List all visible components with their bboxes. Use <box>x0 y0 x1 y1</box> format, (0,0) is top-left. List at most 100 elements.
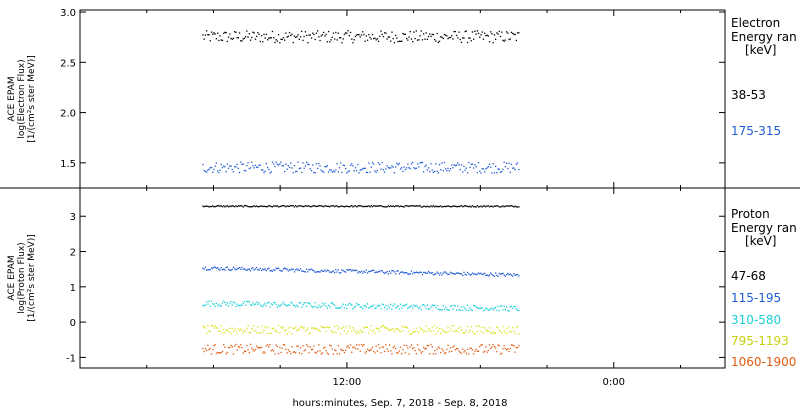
data-point-proton-4-173 <box>413 346 415 349</box>
data-point-proton-0-242 <box>497 205 499 207</box>
data-point-proton-4-36 <box>246 344 248 347</box>
data-point-electron-0-121 <box>349 31 352 34</box>
data-point-electron-1-231 <box>484 171 486 173</box>
proton-legend-title: Proton Energy ran [keV] <box>731 207 797 248</box>
data-point-proton-2-67 <box>284 303 286 305</box>
data-point-proton-2-130 <box>360 306 363 308</box>
data-point-proton-2-73 <box>291 302 293 304</box>
data-point-proton-0-0 <box>202 205 204 207</box>
data-point-proton-4-70 <box>287 349 289 351</box>
data-point-proton-1-249 <box>506 274 508 276</box>
data-point-electron-1-165 <box>403 166 405 168</box>
data-point-electron-0-211 <box>459 38 461 41</box>
data-point-proton-0-24 <box>231 205 233 207</box>
data-point-proton-1-46 <box>258 269 260 271</box>
data-point-proton-2-1 <box>203 305 205 307</box>
data-point-proton-4-242 <box>497 344 499 346</box>
data-point-electron-1-33 <box>242 163 244 165</box>
data-point-proton-1-27 <box>235 269 237 271</box>
data-point-electron-1-206 <box>453 164 455 166</box>
data-point-proton-2-113 <box>340 307 342 309</box>
data-point-electron-0-221 <box>471 31 474 33</box>
data-point-proton-4-213 <box>462 348 464 350</box>
data-point-proton-2-82 <box>302 304 304 306</box>
data-point-proton-3-61 <box>276 331 278 334</box>
data-point-proton-0-134 <box>365 205 367 208</box>
data-point-electron-0-49 <box>262 41 264 43</box>
data-point-electron-0-36 <box>246 30 248 32</box>
data-point-proton-4-215 <box>464 350 466 352</box>
data-point-proton-2-108 <box>334 304 336 306</box>
data-point-proton-0-147 <box>381 205 383 208</box>
data-point-proton-2-216 <box>465 309 467 311</box>
data-point-proton-0-131 <box>362 205 364 208</box>
data-point-proton-1-15 <box>220 267 222 269</box>
data-point-proton-3-103 <box>327 327 330 329</box>
data-point-proton-3-185 <box>427 328 430 330</box>
data-point-proton-2-64 <box>280 304 282 306</box>
data-point-electron-0-84 <box>304 31 307 33</box>
data-point-proton-4-192 <box>436 348 438 350</box>
data-point-proton-2-119 <box>347 304 349 306</box>
data-point-proton-0-214 <box>463 205 465 207</box>
data-point-proton-3-240 <box>495 332 497 334</box>
data-point-proton-0-80 <box>299 205 302 207</box>
data-point-electron-1-227 <box>479 170 481 172</box>
data-point-electron-1-93 <box>315 163 317 165</box>
data-point-electron-0-231 <box>484 32 486 34</box>
data-point-proton-4-250 <box>507 348 509 350</box>
data-point-proton-1-159 <box>396 270 398 272</box>
data-point-electron-0-92 <box>314 38 316 41</box>
data-point-proton-4-179 <box>420 352 422 354</box>
data-point-electron-0-9 <box>213 32 215 34</box>
data-point-proton-1-146 <box>380 269 382 272</box>
data-point-proton-1-81 <box>301 270 303 272</box>
data-point-proton-4-77 <box>296 345 298 347</box>
data-point-electron-0-120 <box>348 35 350 37</box>
data-point-proton-0-154 <box>390 205 392 207</box>
data-point-proton-3-85 <box>306 329 308 331</box>
data-point-proton-3-129 <box>359 329 361 331</box>
data-point-electron-1-46 <box>258 164 260 166</box>
data-point-electron-1-161 <box>398 162 400 165</box>
y-tick-label-proton-4: 3 <box>70 212 76 223</box>
data-point-electron-1-130 <box>360 169 363 171</box>
data-point-electron-1-131 <box>362 168 364 170</box>
data-point-proton-2-43 <box>254 303 257 305</box>
data-point-proton-4-26 <box>234 345 236 347</box>
data-point-electron-1-182 <box>424 165 426 168</box>
data-point-electron-0-216 <box>465 30 467 32</box>
data-point-proton-1-101 <box>325 270 327 273</box>
data-point-proton-3-159 <box>396 327 398 329</box>
data-point-proton-4-119 <box>347 345 349 347</box>
data-point-proton-0-82 <box>302 205 304 208</box>
data-point-electron-1-170 <box>409 167 411 170</box>
data-point-electron-0-94 <box>317 30 319 32</box>
data-point-proton-1-114 <box>341 269 343 271</box>
data-point-electron-0-183 <box>425 32 427 34</box>
data-point-proton-1-165 <box>403 272 405 274</box>
data-point-proton-4-118 <box>346 346 348 348</box>
data-point-proton-4-130 <box>360 343 363 346</box>
data-point-proton-0-259 <box>518 206 520 208</box>
data-point-electron-1-224 <box>475 166 477 168</box>
data-point-electron-1-152 <box>387 167 389 169</box>
data-point-electron-0-53 <box>267 39 269 41</box>
data-point-proton-0-10 <box>214 206 216 208</box>
data-point-proton-2-148 <box>382 304 385 306</box>
data-point-electron-1-222 <box>473 167 475 169</box>
data-point-proton-4-240 <box>495 347 497 349</box>
data-point-proton-4-135 <box>366 348 369 350</box>
data-point-electron-1-174 <box>414 168 416 170</box>
data-point-proton-0-127 <box>357 205 359 207</box>
data-point-electron-1-20 <box>226 163 228 165</box>
data-point-electron-1-55 <box>269 172 271 174</box>
data-point-proton-0-156 <box>392 205 394 207</box>
data-point-proton-1-84 <box>304 271 307 273</box>
data-point-proton-4-158 <box>395 348 397 350</box>
data-point-electron-1-207 <box>454 165 456 167</box>
data-point-electron-1-83 <box>303 167 305 169</box>
data-point-proton-1-54 <box>268 267 270 269</box>
data-point-proton-4-64 <box>280 351 282 354</box>
data-point-electron-1-63 <box>279 163 281 165</box>
